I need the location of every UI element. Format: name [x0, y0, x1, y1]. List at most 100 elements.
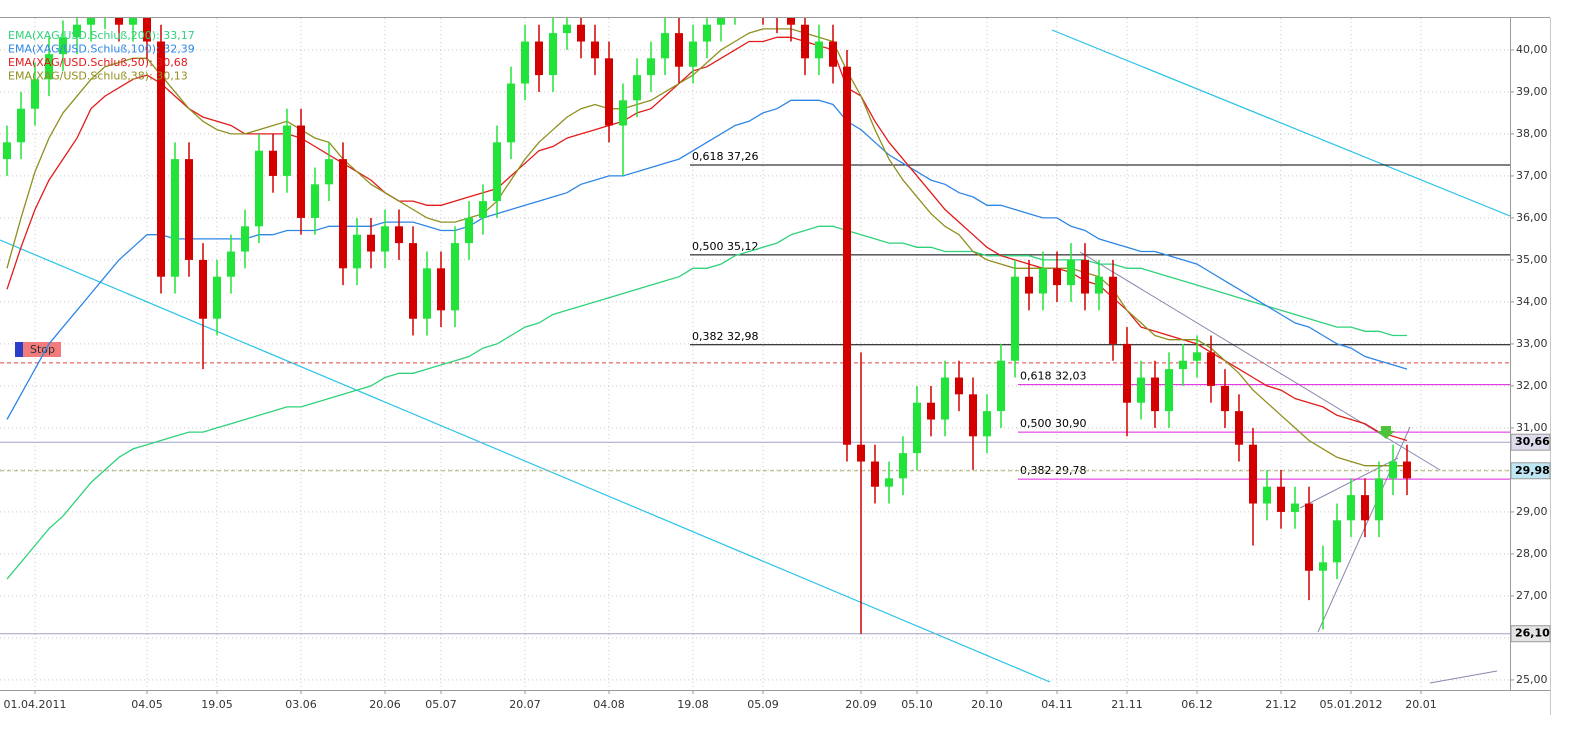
x-tick-label: 03.06 [285, 698, 317, 711]
ema-line [6, 28, 1407, 467]
candle-body [1389, 461, 1397, 479]
candle-body [1305, 503, 1313, 571]
candle-body [1165, 369, 1173, 412]
candle-body [1361, 495, 1369, 521]
drawings [0, 29, 1510, 684]
price-box [1510, 625, 1551, 643]
candle-body [395, 226, 403, 244]
candle-body [1291, 503, 1299, 512]
candle-body [969, 394, 977, 437]
candle-body [255, 150, 263, 227]
x-tick-label: 04.11 [1041, 698, 1073, 711]
x-tick-label: 19.08 [677, 698, 709, 711]
candle-body [1123, 343, 1131, 403]
y-tick-label: 34,00 [1516, 295, 1548, 308]
candle-body [1193, 352, 1201, 361]
candle-body [31, 79, 39, 109]
candle-body [829, 41, 837, 67]
x-tick-label: 05.01.2012 [1320, 698, 1383, 711]
candle-body [185, 159, 193, 260]
candle-body [157, 41, 165, 277]
legend: EMA(XAG/USD.Schluß,200): 33,17EMA(XAG/US… [8, 29, 195, 83]
ema-lines [6, 28, 1408, 580]
candle-body [199, 259, 207, 319]
legend-entry: EMA(XAG/USD.Schluß,38): 30,13 [8, 70, 188, 83]
ema-line [6, 36, 1408, 442]
levels: 0,618 37,26 0,500 35,12 0,382 32,98 0,618 3… [0, 150, 1510, 635]
y-tick-label: 33,00 [1516, 337, 1548, 350]
candle-body [941, 377, 949, 420]
candle-body [1109, 276, 1117, 344]
price-label: 30,66 [1515, 435, 1550, 448]
candle-body [801, 24, 809, 59]
fib-label: 0,500 30,90 [1020, 417, 1086, 430]
candle-body [297, 125, 305, 218]
candle-body [871, 461, 879, 487]
x-tick-label: 20.06 [369, 698, 401, 711]
candle-body [577, 24, 585, 42]
candle-body [493, 142, 501, 202]
candle-body [423, 268, 431, 319]
candle-body [143, 18, 151, 42]
x-tick-label: 05.09 [747, 698, 779, 711]
y-tick-label: 25,00 [1516, 673, 1548, 686]
price-label: 26,10 [1515, 627, 1550, 640]
x-tick-label: 21.12 [1265, 698, 1297, 711]
candle-body [1025, 276, 1033, 294]
y-tick-label: 36,00 [1516, 211, 1548, 224]
candle-body [633, 75, 641, 101]
candle-body [409, 243, 417, 319]
candle-body [1221, 385, 1229, 412]
x-tick-label: 20.09 [845, 698, 877, 711]
candle-body [521, 41, 529, 84]
candle-body [1095, 276, 1103, 294]
legend-entry: EMA(XAG/USD.Schluß,50): 30,68 [8, 56, 188, 69]
y-tick-label: 32,00 [1516, 379, 1548, 392]
y-tick-label: 40,00 [1516, 43, 1548, 56]
candle-body [465, 217, 473, 244]
candle-body [1207, 352, 1215, 386]
legend-entry: EMA(XAG/USD.Schluß,100): 32,39 [8, 43, 195, 56]
candle-body [563, 24, 571, 34]
x-tick-label: 01.04.2011 [4, 698, 67, 711]
candle-body [3, 142, 11, 160]
x-tick-label: 06.12 [1181, 698, 1213, 711]
candle-body [381, 226, 389, 252]
y-tick-label: 31,00 [1516, 421, 1548, 434]
trend-line [1429, 670, 1498, 684]
candle-body [311, 184, 319, 218]
fib-label: 0,382 32,98 [692, 330, 758, 343]
candle-body [45, 54, 53, 80]
candle-body [927, 402, 935, 420]
price-box [1510, 462, 1551, 480]
x-tick-label: 05.07 [425, 698, 457, 711]
candle-body [1151, 377, 1159, 412]
candle-body [479, 201, 487, 218]
candle-body [73, 24, 81, 38]
ema-line [6, 225, 1407, 580]
candle-body [325, 159, 333, 185]
y-tick-label: 39,00 [1516, 85, 1548, 98]
x-tick-label: 19.05 [201, 698, 233, 711]
candle-body [689, 41, 697, 67]
price-label: 29,98 [1515, 464, 1550, 477]
candle-body [647, 58, 655, 76]
candle-body [1235, 411, 1243, 445]
candle-body [87, 18, 95, 25]
candle-body [983, 411, 991, 437]
candle-body [1067, 259, 1075, 286]
candle-body [1053, 268, 1061, 286]
candle-body [857, 444, 865, 462]
axes: 25,0026,0027,0028,0029,0030,0031,0032,00… [4, 43, 1551, 711]
fib-label: 0,500 35,12 [692, 240, 758, 253]
candle-body [605, 58, 613, 126]
candle-body [703, 24, 711, 42]
y-tick-label: 38,00 [1516, 127, 1548, 140]
candle-body [367, 234, 375, 252]
stop-box [15, 342, 61, 357]
candle-body [437, 268, 445, 311]
y-tick-label: 29,00 [1516, 505, 1548, 518]
y-tick-label: 37,00 [1516, 169, 1548, 182]
signal-arrow [1377, 426, 1395, 439]
trend-line [1051, 29, 1510, 217]
